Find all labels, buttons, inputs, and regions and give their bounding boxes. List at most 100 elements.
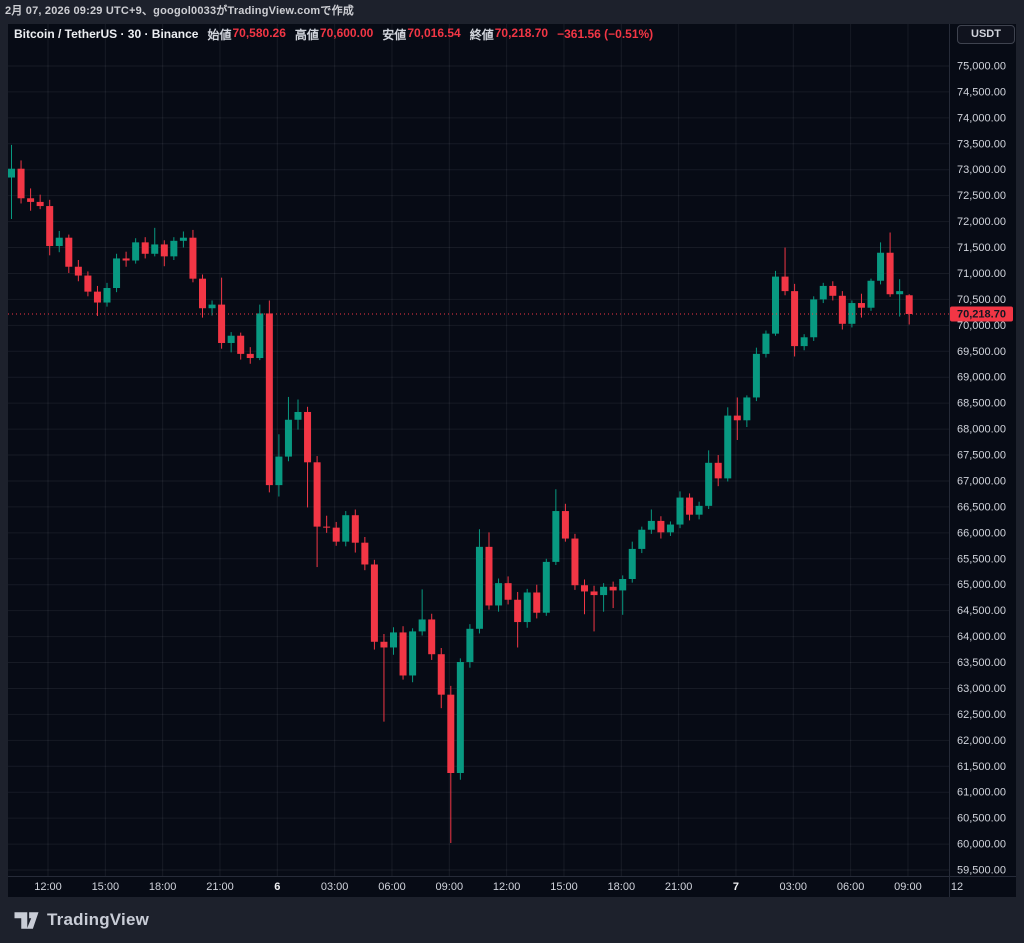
candle: [160, 240, 168, 267]
price-label[interactable]: 71,500.00: [957, 242, 1006, 254]
last-price-badge-text: 70,218.70: [957, 309, 1006, 321]
price-label[interactable]: 71,000.00: [957, 268, 1006, 280]
candle: [284, 396, 292, 462]
candle: [141, 237, 149, 259]
price-label[interactable]: 61,000.00: [957, 787, 1006, 799]
price-label[interactable]: 66,000.00: [957, 527, 1006, 539]
price-label[interactable]: 70,000.00: [957, 320, 1006, 332]
last-price-badge: [950, 306, 1013, 322]
candle: [714, 455, 722, 487]
candle: [666, 521, 674, 536]
candle: [896, 279, 904, 317]
candle: [227, 332, 235, 353]
price-label[interactable]: 60,000.00: [957, 839, 1006, 851]
price-label[interactable]: 64,500.00: [957, 605, 1006, 617]
price-label[interactable]: 72,500.00: [957, 190, 1006, 202]
candle: [514, 591, 522, 648]
candle: [829, 281, 837, 301]
time-label[interactable]: 18:00: [149, 881, 177, 893]
price-label[interactable]: 69,000.00: [957, 372, 1006, 384]
price-label[interactable]: 66,500.00: [957, 501, 1006, 513]
candle: [93, 285, 101, 317]
time-label[interactable]: 03:00: [780, 881, 808, 893]
price-label[interactable]: 75,000.00: [957, 61, 1006, 73]
price-label[interactable]: 67,000.00: [957, 475, 1006, 487]
candle: [638, 526, 646, 554]
price-label[interactable]: 60,500.00: [957, 813, 1006, 825]
time-label[interactable]: 12:00: [493, 881, 521, 893]
price-label[interactable]: 63,000.00: [957, 683, 1006, 695]
candle: [523, 588, 531, 628]
candle: [762, 330, 770, 358]
candle: [323, 515, 331, 533]
candle: [294, 399, 302, 430]
price-label[interactable]: 69,500.00: [957, 346, 1006, 358]
candle: [237, 332, 245, 360]
price-label[interactable]: 68,500.00: [957, 398, 1006, 410]
price-label[interactable]: 68,000.00: [957, 424, 1006, 436]
candle: [170, 237, 178, 260]
candle: [370, 559, 378, 650]
candle: [485, 532, 493, 610]
candle: [657, 516, 665, 539]
candle: [676, 491, 684, 529]
candle: [409, 628, 417, 683]
candle: [27, 188, 35, 211]
tradingview-logo[interactable]: TradingView: [13, 910, 149, 931]
candle: [705, 450, 713, 509]
time-label[interactable]: 15:00: [92, 881, 120, 893]
candle: [46, 199, 54, 256]
price-label[interactable]: 61,500.00: [957, 761, 1006, 773]
candle: [504, 576, 512, 605]
candle: [810, 296, 818, 341]
candle: [256, 304, 264, 361]
candle: [113, 253, 121, 293]
time-label-day[interactable]: 7: [733, 881, 739, 893]
time-label[interactable]: 18:00: [608, 881, 636, 893]
chart-pane[interactable]: [8, 24, 1016, 897]
price-label[interactable]: 73,000.00: [957, 164, 1006, 176]
candle: [886, 232, 894, 297]
candle: [103, 282, 111, 307]
candle: [772, 270, 779, 336]
price-label[interactable]: 65,000.00: [957, 579, 1006, 591]
candle: [332, 521, 340, 546]
time-label-day[interactable]: 6: [274, 881, 280, 893]
candle: [695, 501, 703, 520]
candle: [151, 227, 159, 257]
candle: [561, 503, 569, 542]
tradingview-logo-text: TradingView: [47, 910, 150, 929]
price-label[interactable]: 73,500.00: [957, 138, 1006, 150]
time-label[interactable]: 06:00: [837, 881, 865, 893]
time-label[interactable]: 09:00: [436, 881, 464, 893]
price-label[interactable]: 63,500.00: [957, 657, 1006, 669]
price-label[interactable]: 70,500.00: [957, 294, 1006, 306]
time-label[interactable]: 21:00: [665, 881, 693, 893]
candle: [132, 238, 140, 264]
candle: [55, 230, 63, 253]
price-label[interactable]: 59,500.00: [957, 865, 1006, 877]
time-label[interactable]: 03:00: [321, 881, 349, 893]
time-label[interactable]: 09:00: [894, 881, 922, 893]
footer-bar: TradingView: [0, 897, 1024, 943]
attribution-text: 2月 07, 2026 09:29 UTC+9、googol0033がTradi…: [5, 5, 354, 17]
candle: [418, 589, 426, 636]
time-label[interactable]: 12: [951, 881, 963, 893]
candle: [743, 395, 751, 428]
price-label[interactable]: 62,000.00: [957, 735, 1006, 747]
price-label[interactable]: 72,000.00: [957, 216, 1006, 228]
price-label[interactable]: 67,500.00: [957, 450, 1006, 462]
price-label[interactable]: 65,500.00: [957, 553, 1006, 565]
currency-unit-button[interactable]: USDT: [957, 25, 1015, 44]
price-label[interactable]: 62,500.00: [957, 709, 1006, 721]
time-label[interactable]: 12:00: [34, 881, 62, 893]
time-label[interactable]: 21:00: [206, 881, 234, 893]
time-label[interactable]: 15:00: [550, 881, 578, 893]
candle: [819, 282, 827, 304]
time-label[interactable]: 06:00: [378, 881, 406, 893]
price-label[interactable]: 74,500.00: [957, 86, 1006, 98]
price-label[interactable]: 64,000.00: [957, 631, 1006, 643]
price-label[interactable]: 74,000.00: [957, 112, 1006, 124]
candle: [466, 624, 474, 668]
